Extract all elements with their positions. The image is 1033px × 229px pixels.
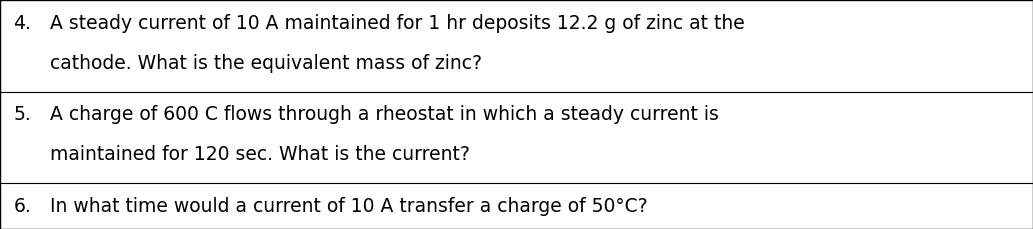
Text: cathode. What is the equivalent mass of zinc?: cathode. What is the equivalent mass of … [50,54,481,73]
Text: A steady current of 10 A maintained for 1 hr deposits 12.2 g of zinc at the: A steady current of 10 A maintained for … [50,14,745,33]
Text: In what time would a current of 10 A transfer a charge of 50°C?: In what time would a current of 10 A tra… [50,197,648,216]
Text: 6.: 6. [13,197,31,216]
Text: maintained for 120 sec. What is the current?: maintained for 120 sec. What is the curr… [50,145,469,164]
Text: 4.: 4. [13,14,31,33]
Text: A charge of 600 C flows through a rheostat in which a steady current is: A charge of 600 C flows through a rheost… [50,105,719,124]
Text: 5.: 5. [13,105,31,124]
